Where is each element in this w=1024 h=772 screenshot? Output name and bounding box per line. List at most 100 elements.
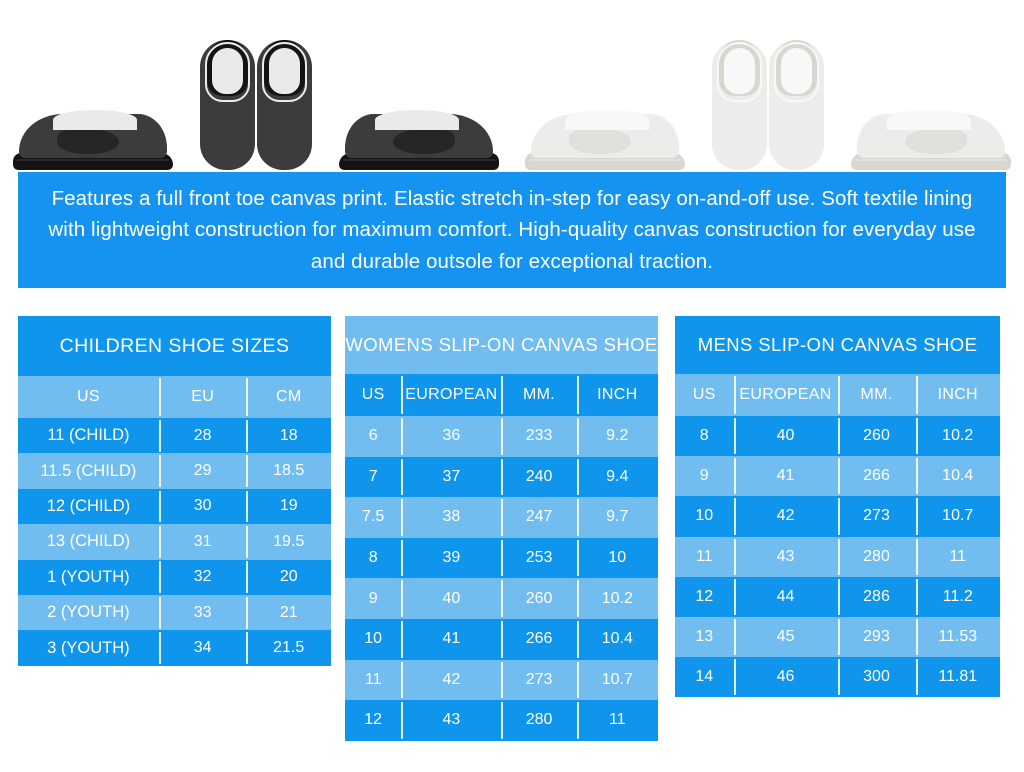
table-cell: 253 [501, 538, 576, 579]
shoe-elastic-panel [57, 128, 120, 154]
table-cell: 45 [733, 617, 838, 657]
column-header-us: US [361, 386, 385, 403]
table-cell: 12 (CHILD) [46, 496, 131, 515]
table-cell: 273 [501, 660, 576, 701]
table-cell: 266 [837, 456, 916, 496]
table-cell: 10.2 [576, 578, 658, 619]
table-cell: 18.5 [246, 453, 331, 488]
product-description-text: Features a full front toe canvas print. … [48, 187, 976, 273]
table-row: 11 (CHILD) 28 18 [18, 418, 331, 454]
table-row: 12 (CHILD) 30 19 [18, 488, 331, 525]
white-shoe-group [512, 0, 1024, 170]
shoe-collar [374, 110, 459, 130]
table-row: 2 (YOUTH) 33 21 [18, 594, 331, 631]
table-cell: 28 [158, 418, 247, 453]
table-cell: 293 [837, 617, 916, 657]
white-shoe-side-left-view [525, 108, 686, 170]
white-shoe-top-left [711, 40, 767, 170]
table-cell: 20 [246, 560, 331, 595]
table-row: 7.5 38 247 9.7 [345, 497, 658, 538]
table-cell: 21.5 [246, 630, 331, 665]
shoe-collar-trim [773, 42, 819, 102]
table-row: 9 41 266 10.4 [675, 456, 1001, 497]
table-cell: 10 [364, 630, 383, 648]
table-cell: 9.4 [576, 457, 658, 498]
table-cell: 10 [576, 538, 658, 579]
table-cell: 7.5 [362, 508, 385, 526]
table-cell: 13 [695, 628, 714, 646]
table-cell: 29 [158, 453, 247, 488]
product-description-banner: Features a full front toe canvas print. … [18, 172, 1006, 288]
black-shoe-side-right-view [338, 108, 499, 170]
column-header-european: EUROPEAN [733, 374, 838, 416]
column-header-eu: EU [158, 376, 247, 418]
table-cell: 40 [401, 578, 501, 619]
table-cell: 30 [158, 489, 247, 524]
children-table-header-row: US EU CM [18, 376, 331, 418]
table-cell: 10.4 [915, 456, 1001, 496]
children-table-title: CHILDREN SHOE SIZES [18, 316, 331, 376]
black-shoe-top-right [256, 40, 312, 170]
table-cell: 43 [733, 537, 838, 577]
table-cell: 240 [501, 457, 576, 498]
table-cell: 3 (YOUTH) [47, 638, 130, 657]
table-cell: 11.53 [915, 617, 1001, 657]
shoe-collar [565, 110, 650, 130]
children-shoe-size-table: CHILDREN SHOE SIZES US EU CM 11 (CHILD) 28 18 1… [18, 316, 331, 666]
table-cell: 2 (YOUTH) [47, 603, 130, 622]
table-cell: 11 [695, 547, 713, 565]
table-cell: 13 (CHILD) [46, 532, 131, 551]
table-row: 8 40 260 10.2 [675, 416, 1000, 457]
table-cell: 10.7 [576, 660, 658, 701]
table-row: 1 (YOUTH) 32 20 [18, 559, 331, 595]
table-cell: 12 [364, 711, 383, 729]
shoe-collar [886, 110, 971, 130]
black-shoe-side-left-view [13, 108, 174, 170]
black-shoe-top-down-pair [199, 40, 312, 170]
table-row: 13 (CHILD) 31 19.5 [18, 524, 331, 560]
mens-table-header-row: US EUROPEAN MM. INCH [675, 374, 1000, 416]
table-cell: 36 [401, 416, 501, 457]
womens-table-header-row: US EUROPEAN MM. INCH [345, 374, 658, 416]
table-cell: 9.7 [576, 497, 658, 538]
white-shoe-top-right [768, 40, 824, 170]
white-shoe-top-down-pair [711, 40, 824, 170]
table-row: 14 46 300 11.81 [675, 657, 1000, 698]
column-header-mm: MM. [501, 374, 576, 416]
column-header-us: US [77, 388, 100, 405]
table-cell: 247 [501, 497, 576, 538]
table-cell: 21 [246, 595, 331, 630]
table-row: 6 36 233 9.2 [345, 416, 658, 457]
table-cell: 10 [695, 507, 714, 525]
mens-table-title: MENS SLIP-ON CANVAS SHOE [675, 316, 1000, 374]
mens-shoe-size-table: MENS SLIP-ON CANVAS SHOE US EUROPEAN MM. INC… [675, 316, 1001, 698]
shoe-collar-trim [716, 42, 762, 102]
table-cell: 12 [695, 587, 714, 605]
table-cell: 44 [733, 577, 838, 617]
table-cell: 19 [246, 489, 331, 524]
table-cell: 233 [501, 416, 576, 457]
table-row: 10 41 266 10.4 [345, 618, 658, 660]
table-cell: 280 [501, 700, 576, 741]
shoe-elastic-panel [392, 128, 455, 154]
black-shoe-group [0, 0, 512, 170]
table-row: 3 (YOUTH) 34 21.5 [18, 630, 331, 666]
womens-shoe-size-table: WOMENS SLIP-ON CANVAS SHOE US EUROPEAN MM. I… [345, 316, 658, 741]
table-cell: 280 [837, 537, 916, 577]
table-cell: 41 [401, 619, 501, 660]
shoe-sole-stripe [342, 159, 495, 161]
table-cell: 18 [246, 418, 331, 453]
column-header-mm: MM. [837, 374, 916, 416]
table-cell: 273 [837, 496, 916, 536]
table-row: 13 45 293 11.53 [675, 616, 1001, 658]
white-shoe-side-right-view [850, 108, 1011, 170]
table-cell: 10.7 [915, 496, 1001, 536]
table-cell: 19.5 [246, 524, 331, 559]
product-photo-strip [0, 0, 1024, 170]
table-cell: 6 [368, 427, 378, 445]
table-cell: 11 [915, 537, 1001, 577]
womens-table-title: WOMENS SLIP-ON CANVAS SHOE [345, 316, 658, 374]
table-cell: 9.2 [576, 416, 658, 457]
table-cell: 300 [837, 657, 916, 697]
table-cell: 260 [837, 416, 916, 456]
